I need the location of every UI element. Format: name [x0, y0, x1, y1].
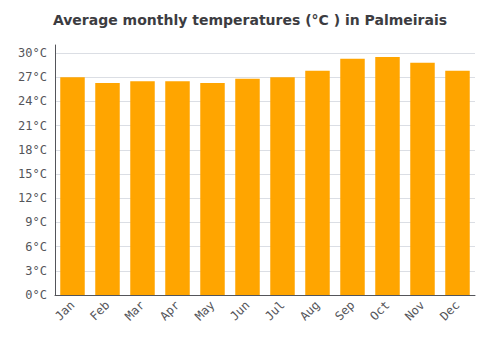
svg-text:Jul: Jul: [262, 298, 287, 323]
svg-text:30°C: 30°C: [18, 46, 47, 60]
svg-text:Dec: Dec: [437, 298, 462, 323]
svg-text:12°C: 12°C: [18, 191, 47, 205]
svg-text:0°C: 0°C: [25, 288, 47, 302]
svg-text:6°C: 6°C: [25, 240, 47, 254]
svg-text:Oct: Oct: [367, 298, 392, 323]
svg-text:3°C: 3°C: [25, 264, 47, 278]
svg-text:9°C: 9°C: [25, 215, 47, 229]
svg-text:Jan: Jan: [52, 298, 77, 323]
svg-text:Sep: Sep: [332, 298, 357, 323]
svg-text:21°C: 21°C: [18, 119, 47, 133]
svg-text:Aug: Aug: [297, 298, 322, 323]
svg-text:27°C: 27°C: [18, 70, 47, 84]
svg-text:Average monthly temperatures (: Average monthly temperatures (°C ) in Pa…: [53, 12, 447, 28]
svg-text:May: May: [192, 298, 217, 323]
svg-text:Apr: Apr: [157, 298, 182, 323]
svg-text:15°C: 15°C: [18, 167, 47, 181]
svg-text:Feb: Feb: [87, 298, 112, 323]
svg-text:Mar: Mar: [122, 298, 147, 323]
svg-text:24°C: 24°C: [18, 94, 47, 108]
svg-text:Jun: Jun: [227, 298, 252, 323]
svg-text:Nov: Nov: [402, 298, 427, 323]
svg-text:18°C: 18°C: [18, 143, 47, 157]
